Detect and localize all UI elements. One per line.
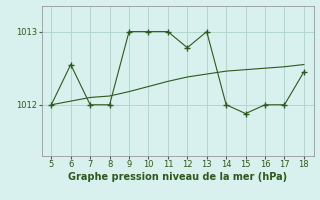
X-axis label: Graphe pression niveau de la mer (hPa): Graphe pression niveau de la mer (hPa) — [68, 172, 287, 182]
